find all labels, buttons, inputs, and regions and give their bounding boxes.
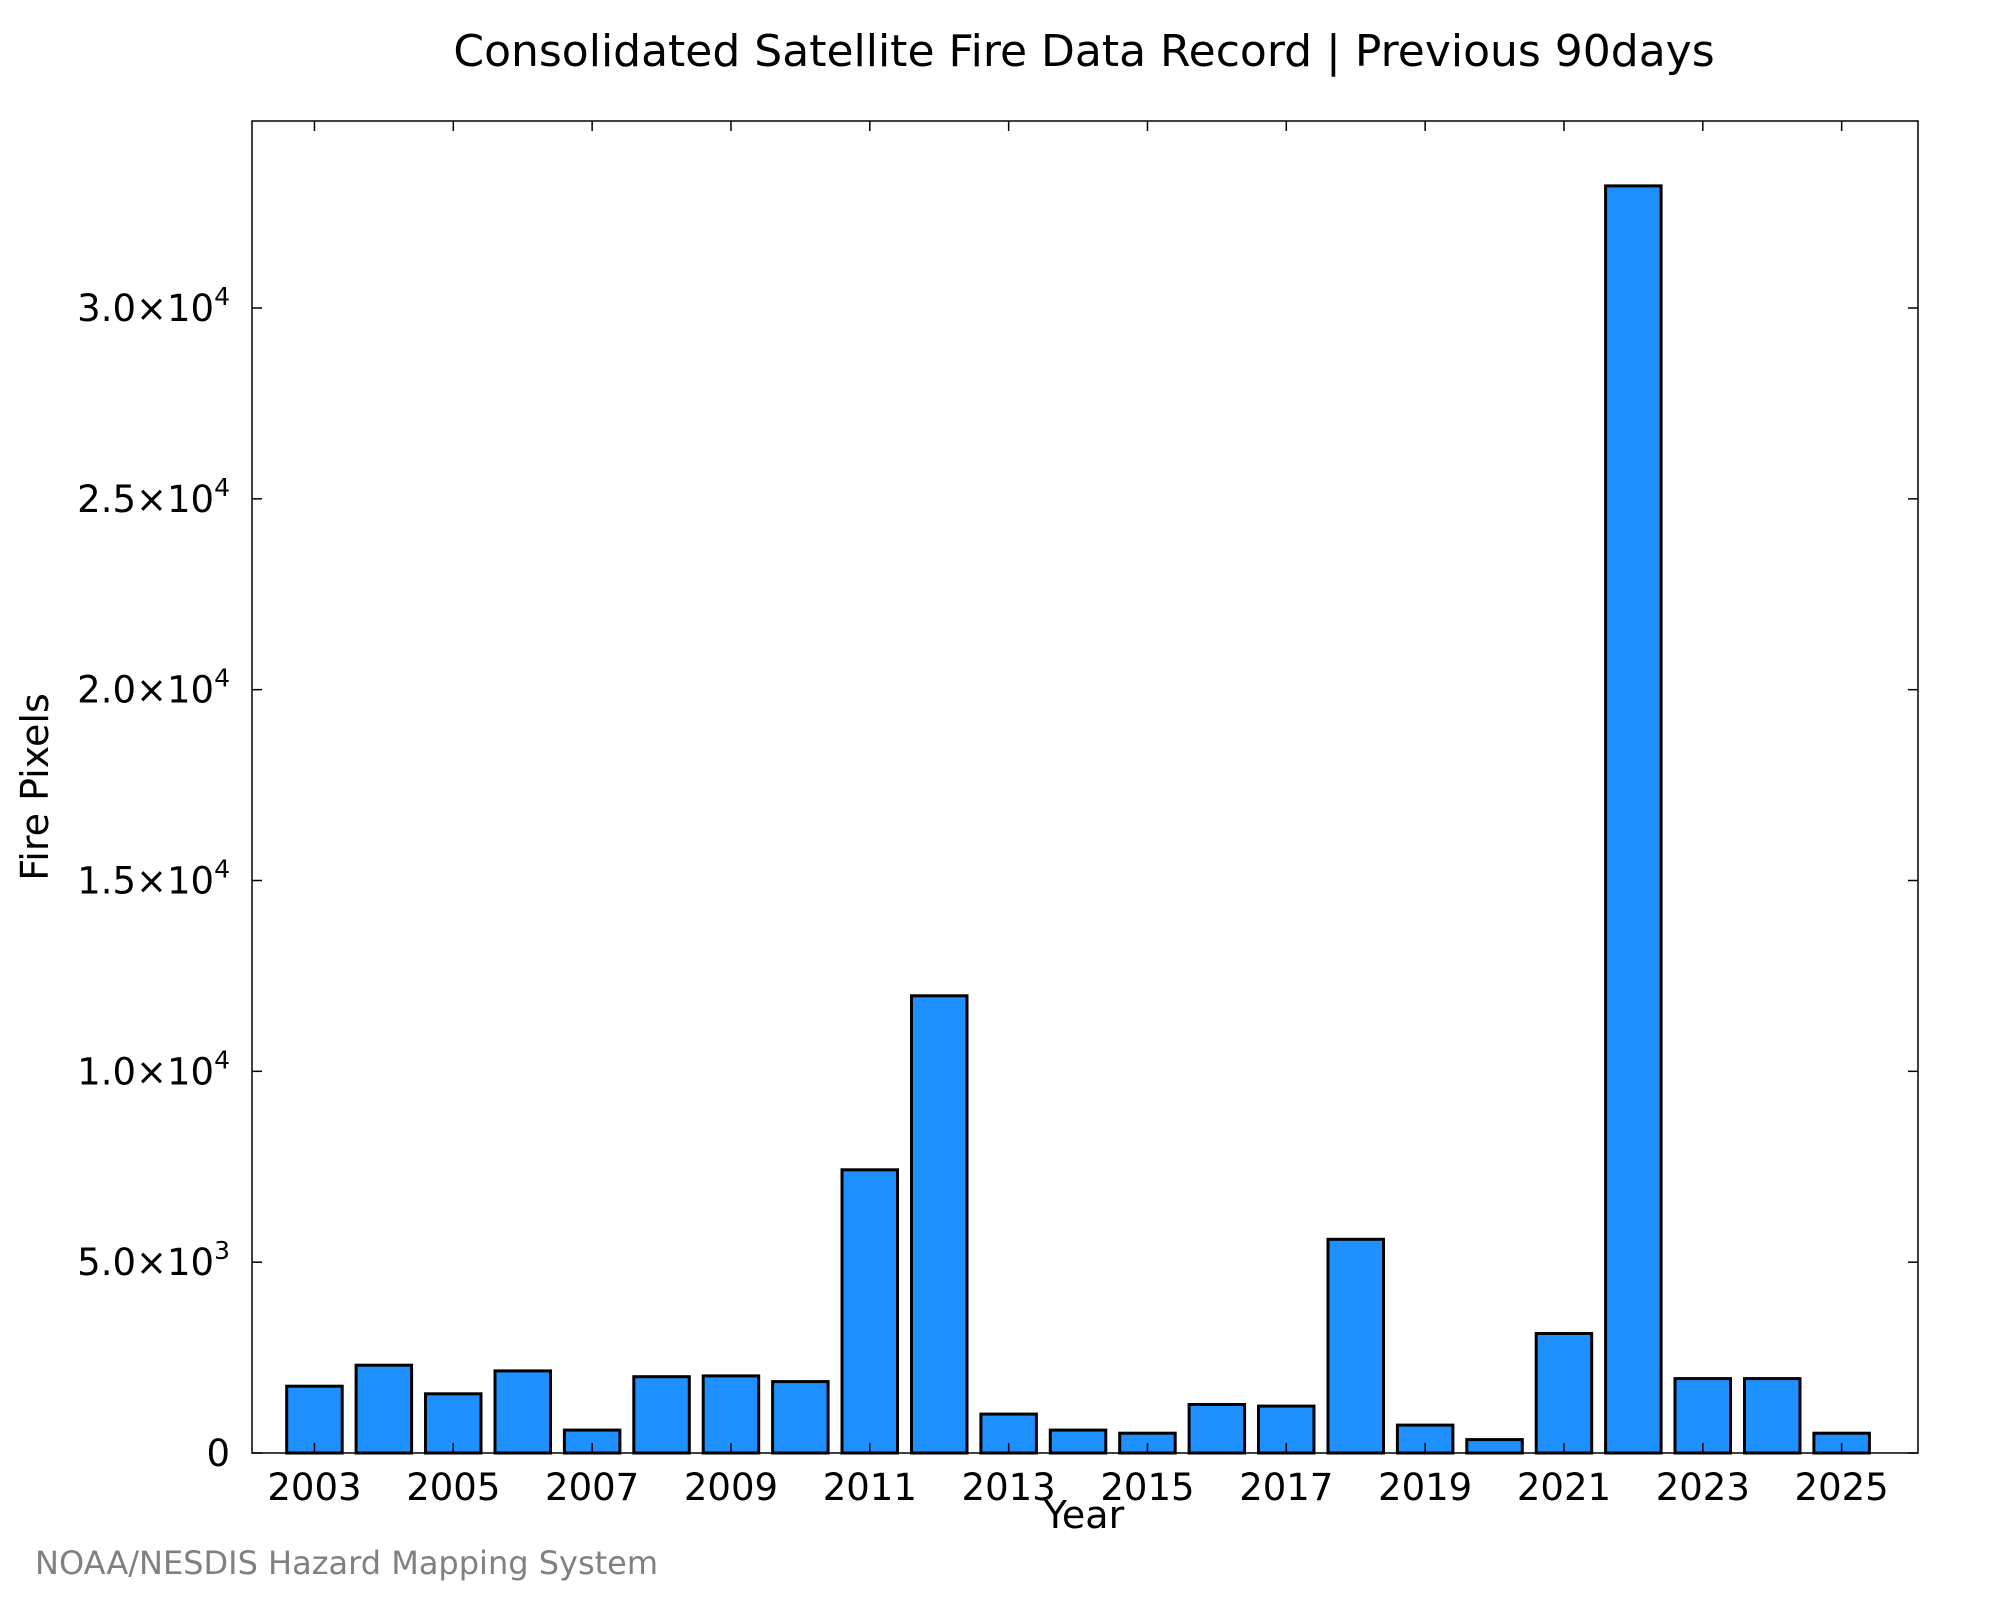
x-axis-label: Year <box>1043 1493 1125 1537</box>
bar-2023 <box>1673 1377 1732 1455</box>
bar-2006 <box>493 1369 552 1455</box>
x-tick-label-2011: 2011 <box>823 1466 917 1509</box>
plot-frame <box>251 120 1919 1454</box>
x-tick-label-2009: 2009 <box>684 1466 778 1509</box>
x-tick-label-2021: 2021 <box>1517 1466 1611 1509</box>
bar-2020 <box>1465 1438 1524 1455</box>
y-tick-label-10000: 1.0×104 <box>77 1045 230 1093</box>
y-tick-label-15000: 1.5×104 <box>77 855 230 903</box>
x-tick-label-2017: 2017 <box>1239 1466 1333 1509</box>
bar-2008 <box>632 1375 691 1455</box>
x-tick-label-2003: 2003 <box>267 1466 361 1509</box>
y-tick-label-0: 0 <box>206 1432 230 1475</box>
bar-2016 <box>1187 1403 1247 1455</box>
y-axis-label: Fire Pixels <box>13 693 57 881</box>
x-tick-label-2005: 2005 <box>406 1466 500 1509</box>
bar-2022 <box>1604 184 1663 1455</box>
x-tick-label-2025: 2025 <box>1795 1466 1889 1509</box>
x-tick-label-2023: 2023 <box>1656 1466 1750 1509</box>
bar-2009 <box>701 1374 761 1455</box>
x-tick-label-2019: 2019 <box>1378 1466 1472 1509</box>
y-tick-label-30000: 3.0×104 <box>77 282 230 330</box>
bar-2014 <box>1048 1428 1108 1455</box>
y-tick-label-5000: 5.0×103 <box>77 1236 230 1284</box>
y-tick-label-25000: 2.5×104 <box>77 473 230 521</box>
x-tick-label-2013: 2013 <box>962 1466 1056 1509</box>
y-tick-label-20000: 2.0×104 <box>77 664 230 712</box>
bar-2003 <box>285 1384 344 1455</box>
x-tick-label-2007: 2007 <box>545 1466 639 1509</box>
chart-title: Consolidated Satellite Fire Data Record … <box>453 26 1714 77</box>
bar-2021 <box>1534 1332 1594 1455</box>
bars-group <box>285 184 1871 1455</box>
bar-2018 <box>1326 1237 1385 1455</box>
credit-text: NOAA/NESDIS Hazard Mapping System <box>35 1544 659 1582</box>
bar-2011 <box>840 1168 899 1455</box>
bar-2010 <box>771 1380 830 1455</box>
x-tick-label-2015: 2015 <box>1100 1466 1194 1509</box>
bar-2024 <box>1743 1377 1802 1455</box>
bar-2004 <box>354 1363 414 1455</box>
bar-2012 <box>910 994 969 1455</box>
ticks-group: 2003 2005 2007 2009 2011 2013 2015 2017 2019 2021… <box>77 121 1918 1509</box>
